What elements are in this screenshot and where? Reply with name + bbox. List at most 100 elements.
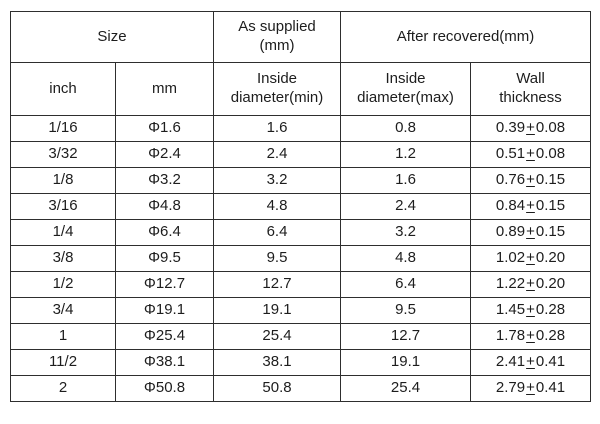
table-row: 11/2 Φ38.1 38.1 19.1 2.41+0.41: [10, 349, 591, 376]
header-as-supplied-line2: (mm): [259, 37, 295, 54]
header-inside-diameter-max: Inside diameter(max): [340, 62, 471, 116]
cell-recovered-inside-max: 25.4: [340, 375, 471, 402]
cell-wall-thickness: 1.45+0.28: [470, 297, 591, 324]
wall-tolerance: 0.41: [535, 379, 566, 397]
cell-supplied-inside-min: 1.6: [213, 115, 341, 142]
cell-recovered-inside-max: 9.5: [340, 297, 471, 324]
table-row: 3/4 Φ19.1 19.1 9.5 1.45+0.28: [10, 297, 591, 324]
cell-supplied-inside-min: 4.8: [213, 193, 341, 220]
wall-tolerance: 0.28: [535, 327, 566, 345]
wall-value: 1.78: [495, 327, 526, 345]
cell-wall-thickness: 0.51+0.08: [470, 141, 591, 168]
cell-supplied-inside-min: 6.4: [213, 219, 341, 246]
table-row: 2 Φ50.8 50.8 25.4 2.79+0.41: [10, 375, 591, 402]
header-as-supplied-line1: As supplied: [238, 18, 316, 36]
plus-minus-symbol: +: [526, 171, 535, 189]
wall-tolerance: 0.20: [535, 249, 566, 267]
wall-tolerance: 0.08: [535, 119, 566, 137]
header-sub-row: inch mm Inside diameter(min) Inside diamet…: [10, 62, 591, 116]
wall-tolerance: 0.15: [535, 197, 566, 215]
table-row: 1/4 Φ6.4 6.4 3.2 0.89+0.15: [10, 219, 591, 246]
cell-supplied-inside-min: 3.2: [213, 167, 341, 194]
cell-wall-thickness: 1.22+0.20: [470, 271, 591, 298]
header-size: Size: [10, 11, 214, 63]
cell-size-inch: 11/2: [10, 349, 116, 376]
cell-size-mm: Φ25.4: [115, 323, 214, 350]
cell-wall-thickness: 2.41+0.41: [470, 349, 591, 376]
cell-supplied-inside-min: 19.1: [213, 297, 341, 324]
cell-recovered-inside-max: 2.4: [340, 193, 471, 220]
wall-value: 0.51: [495, 145, 526, 163]
wall-value: 1.22: [495, 275, 526, 293]
plus-minus-symbol: +: [526, 379, 535, 397]
header-inside-max-line2: diameter(max): [357, 89, 454, 106]
cell-recovered-inside-max: 12.7: [340, 323, 471, 350]
table-row: 3/16 Φ4.8 4.8 2.4 0.84+0.15: [10, 193, 591, 220]
wall-value: 2.79: [495, 379, 526, 397]
wall-value: 0.39: [495, 119, 526, 137]
cell-size-mm: Φ6.4: [115, 219, 214, 246]
cell-size-mm: Φ38.1: [115, 349, 214, 376]
cell-supplied-inside-min: 2.4: [213, 141, 341, 168]
wall-value: 0.89: [495, 223, 526, 241]
wall-value: 0.84: [495, 197, 526, 215]
wall-value: 1.02: [495, 249, 526, 267]
cell-size-inch: 1/4: [10, 219, 116, 246]
header-wall-thickness: Wall thickness: [470, 62, 591, 116]
cell-size-mm: Φ19.1: [115, 297, 214, 324]
plus-minus-symbol: +: [526, 119, 535, 137]
plus-minus-symbol: +: [526, 223, 535, 241]
cell-recovered-inside-max: 0.8: [340, 115, 471, 142]
plus-minus-symbol: +: [526, 145, 535, 163]
table-row: 3/32 Φ2.4 2.4 1.2 0.51+0.08: [10, 141, 591, 168]
header-inch: inch: [10, 62, 116, 116]
cell-recovered-inside-max: 4.8: [340, 245, 471, 272]
cell-recovered-inside-max: 6.4: [340, 271, 471, 298]
cell-recovered-inside-max: 19.1: [340, 349, 471, 376]
cell-size-inch: 3/4: [10, 297, 116, 324]
header-after-recovered: After recovered(mm): [340, 11, 591, 63]
cell-size-inch: 3/16: [10, 193, 116, 220]
cell-size-inch: 1/8: [10, 167, 116, 194]
wall-tolerance: 0.41: [535, 353, 566, 371]
plus-minus-symbol: +: [526, 275, 535, 293]
plus-minus-symbol: +: [526, 327, 535, 345]
cell-wall-thickness: 0.76+0.15: [470, 167, 591, 194]
heat-shrink-size-table: Size As supplied (mm) After recovered(mm)…: [10, 11, 591, 402]
header-inside-min-line2: diameter(min): [230, 89, 324, 106]
plus-minus-symbol: +: [526, 353, 535, 371]
cell-size-mm: Φ50.8: [115, 375, 214, 402]
wall-tolerance: 0.15: [535, 223, 566, 241]
wall-tolerance: 0.08: [535, 145, 566, 163]
cell-size-inch: 3/32: [10, 141, 116, 168]
cell-wall-thickness: 1.02+0.20: [470, 245, 591, 272]
table-row: 1/2 Φ12.7 12.7 6.4 1.22+0.20: [10, 271, 591, 298]
header-mm: mm: [115, 62, 214, 116]
cell-recovered-inside-max: 1.2: [340, 141, 471, 168]
cell-wall-thickness: 1.78+0.28: [470, 323, 591, 350]
plus-minus-symbol: +: [526, 301, 535, 319]
cell-size-mm: Φ2.4: [115, 141, 214, 168]
wall-value: 2.41: [495, 353, 526, 371]
cell-recovered-inside-max: 1.6: [340, 167, 471, 194]
cell-size-mm: Φ1.6: [115, 115, 214, 142]
plus-minus-symbol: +: [526, 249, 535, 267]
cell-supplied-inside-min: 9.5: [213, 245, 341, 272]
cell-size-inch: 1/2: [10, 271, 116, 298]
cell-supplied-inside-min: 25.4: [213, 323, 341, 350]
cell-size-inch: 1/16: [10, 115, 116, 142]
cell-supplied-inside-min: 50.8: [213, 375, 341, 402]
cell-supplied-inside-min: 12.7: [213, 271, 341, 298]
cell-wall-thickness: 0.39+0.08: [470, 115, 591, 142]
cell-size-mm: Φ9.5: [115, 245, 214, 272]
cell-size-mm: Φ3.2: [115, 167, 214, 194]
wall-value: 1.45: [495, 301, 526, 319]
wall-tolerance: 0.28: [535, 301, 566, 319]
cell-recovered-inside-max: 3.2: [340, 219, 471, 246]
header-inside-diameter-min: Inside diameter(min): [213, 62, 341, 116]
cell-wall-thickness: 2.79+0.41: [470, 375, 591, 402]
header-inside-min-line1: Inside: [256, 70, 298, 88]
header-as-supplied: As supplied (mm): [213, 11, 341, 63]
wall-value: 0.76: [495, 171, 526, 189]
